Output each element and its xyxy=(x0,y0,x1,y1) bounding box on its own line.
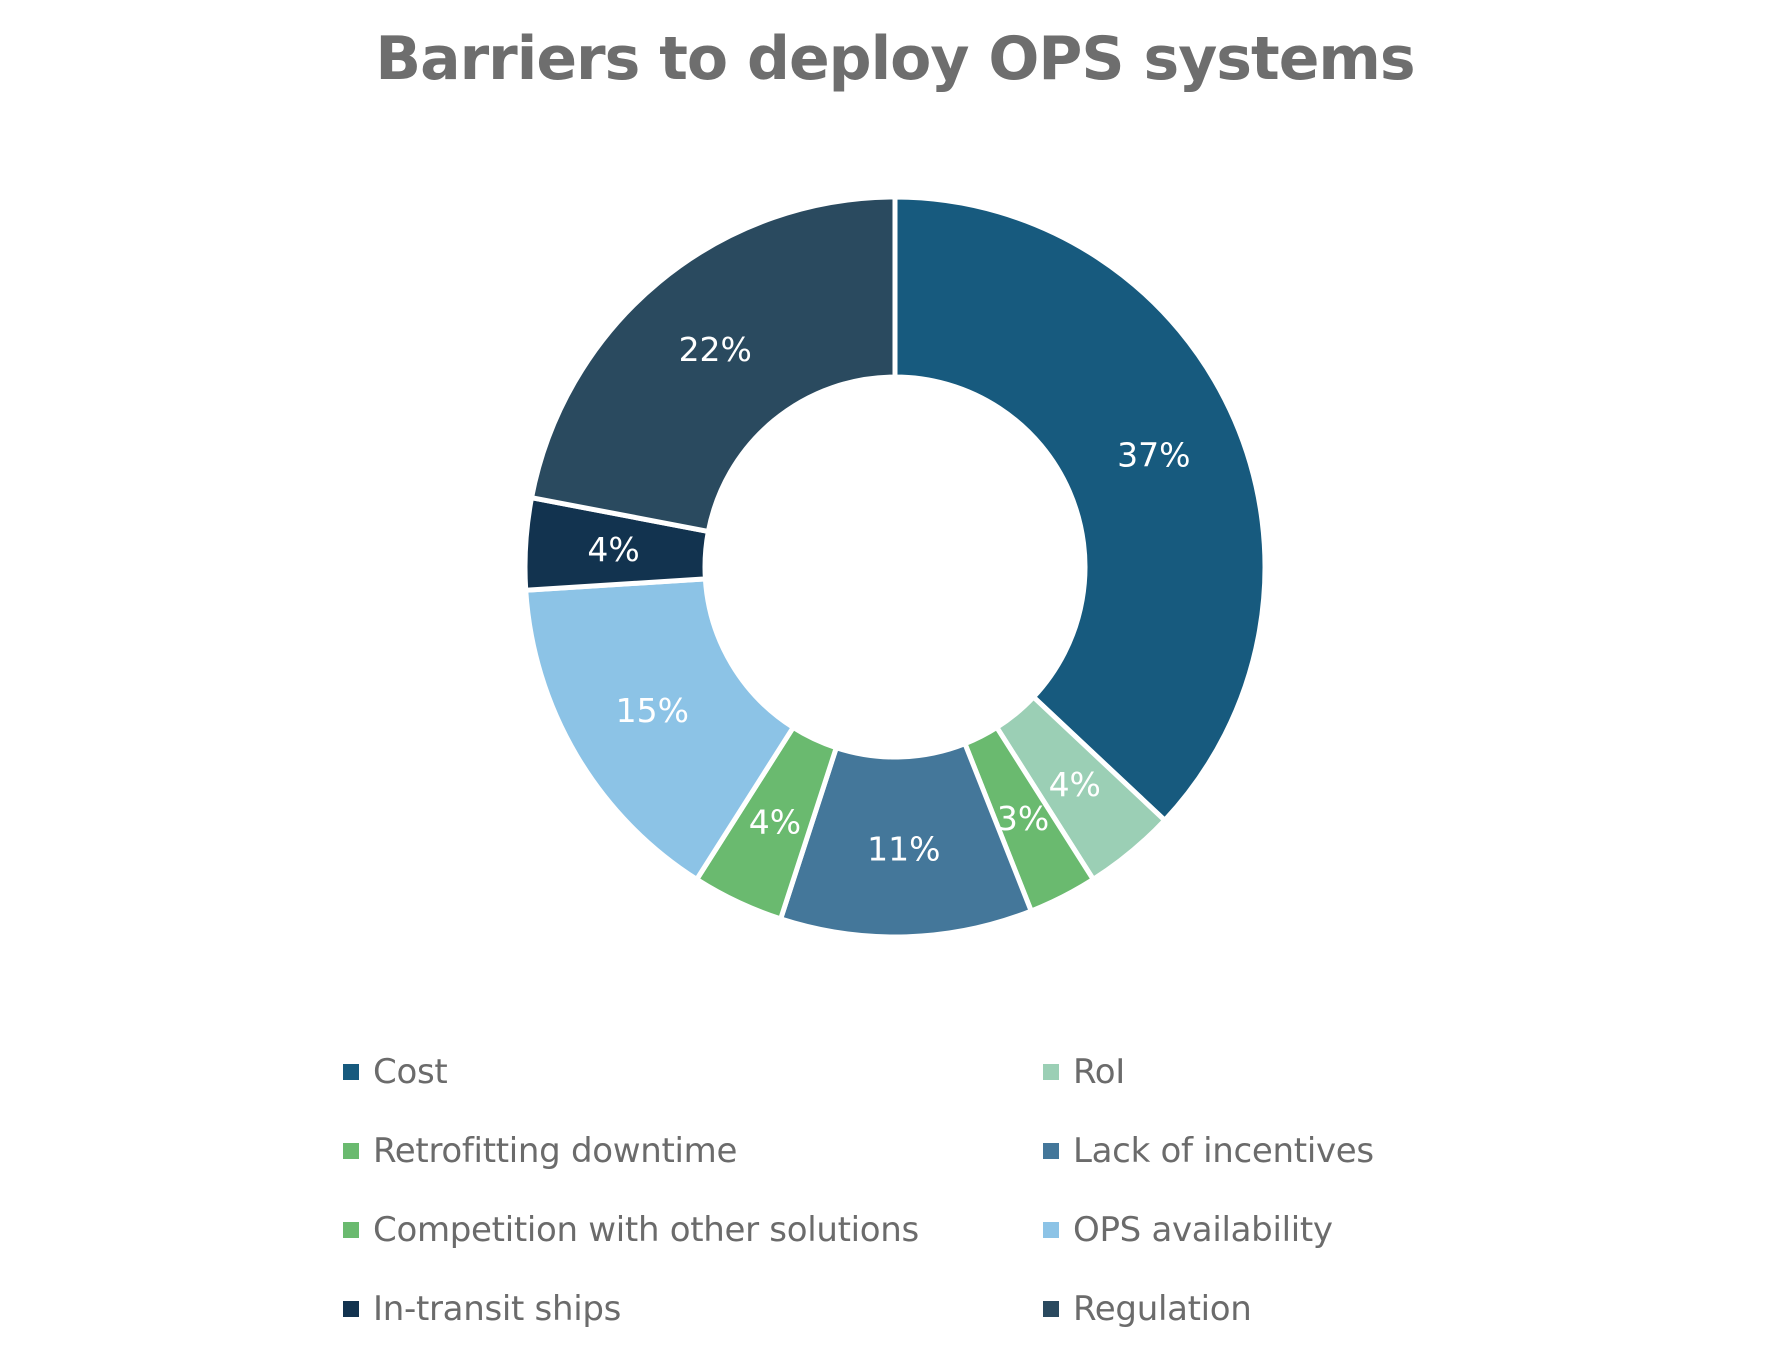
legend-swatch-retrofitting-downtime xyxy=(343,1143,359,1159)
legend-swatch-in-transit-ships xyxy=(343,1301,359,1317)
data-label-roi: 4% xyxy=(1049,765,1101,804)
donut-chart: 37%4%3%11%4%15%4%22% xyxy=(522,194,1268,940)
donut-data-labels: 37%4%3%11%4%15%4%22% xyxy=(587,330,1190,868)
data-label-regulation: 22% xyxy=(679,330,752,369)
legend-label: Lack of incentives xyxy=(1073,1131,1374,1171)
legend-item-ops-availability[interactable]: OPS availability xyxy=(1043,1205,1333,1255)
chart-title: Barriers to deploy OPS systems xyxy=(375,24,1415,94)
data-label-in-transit-ships: 4% xyxy=(587,530,639,569)
slice-cost[interactable] xyxy=(892,194,1268,824)
legend-item-cost[interactable]: Cost xyxy=(343,1047,448,1097)
legend-swatch-competition-with-other-solutions xyxy=(343,1222,359,1238)
legend-swatch-cost xyxy=(343,1064,359,1080)
legend-label: In-transit ships xyxy=(373,1289,622,1329)
legend-label: OPS availability xyxy=(1073,1210,1333,1250)
legend-item-regulation[interactable]: Regulation xyxy=(1043,1284,1252,1334)
data-label-competition-with-other-solutions: 4% xyxy=(749,803,801,842)
legend-label: Competition with other solutions xyxy=(373,1210,919,1250)
legend-item-lack-of-incentives[interactable]: Lack of incentives xyxy=(1043,1126,1374,1176)
legend-item-roi[interactable]: RoI xyxy=(1043,1047,1125,1097)
legend-swatch-ops-availability xyxy=(1043,1222,1059,1238)
legend-label: Regulation xyxy=(1073,1289,1252,1329)
legend-item-retrofitting-downtime[interactable]: Retrofitting downtime xyxy=(343,1126,737,1176)
data-label-lack-of-incentives: 11% xyxy=(867,829,940,868)
legend-label: Retrofitting downtime xyxy=(373,1131,738,1171)
legend-swatch-regulation xyxy=(1043,1301,1059,1317)
legend-swatch-lack-of-incentives xyxy=(1043,1143,1059,1159)
data-label-retrofitting-downtime: 3% xyxy=(997,799,1049,838)
legend-item-in-transit-ships[interactable]: In-transit ships xyxy=(343,1284,621,1334)
slice-ops-availability[interactable] xyxy=(523,576,797,883)
legend-swatch-roi xyxy=(1043,1064,1059,1080)
data-label-ops-availability: 15% xyxy=(616,691,689,730)
legend-label: Cost xyxy=(373,1052,448,1092)
slice-regulation[interactable] xyxy=(528,194,898,535)
legend-label: RoI xyxy=(1073,1052,1126,1092)
donut-slices xyxy=(522,194,1268,940)
legend-item-competition-with-other-solutions[interactable]: Competition with other solutions xyxy=(343,1205,919,1255)
data-label-cost: 37% xyxy=(1117,436,1190,475)
